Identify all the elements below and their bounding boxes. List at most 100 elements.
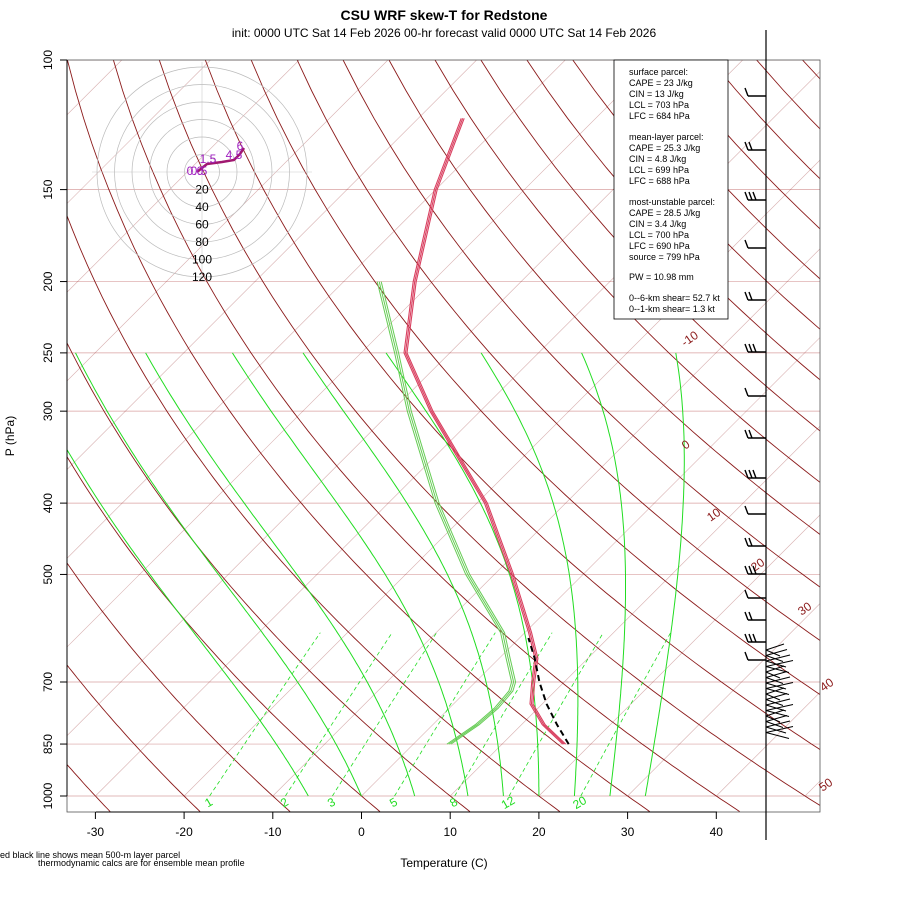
wind-barb-flag [753,634,756,642]
y-tick-label: 500 [41,564,55,584]
y-tick-label: 300 [41,401,55,421]
wind-barb-flag [745,192,748,200]
stats-line: LFC = 690 hPa [629,241,690,251]
x-tick-label: 30 [621,825,635,839]
hodo-label: 0.0 [187,164,204,178]
isotherm [0,60,654,796]
y-tick-label: 850 [41,734,55,754]
isotherm [894,60,900,796]
isotherm-label: -10 [679,328,702,350]
y-tick-label: 700 [41,672,55,692]
wind-barb-flag [753,470,756,478]
stats-line: CIN = 13 J/kg [629,89,684,99]
dry-adiabat [194,26,900,811]
stats-line: CIN = 4.8 J/kg [629,154,686,164]
x-tick-label: 40 [710,825,724,839]
hodo-ring-label: 20 [195,183,209,197]
x-tick-label: 10 [444,825,458,839]
wind-barb-flag [745,292,748,300]
wind-barb-flag [749,634,752,642]
wind-barb-flag [749,470,752,478]
stats-pw: PW = 10.98 mm [629,272,694,282]
isotherm [716,60,900,796]
wind-barb-flag [745,634,748,642]
mixing-ratio-line [395,633,496,796]
wind-barb-flag [749,430,752,438]
stats-line: LCL = 699 hPa [629,165,689,175]
stats-line: CAPE = 23 J/kg [629,78,693,88]
mixing-ratio-label: 2 [278,795,291,811]
wind-barb-flag [753,192,756,200]
stats-line: 0--1-km shear= 1.3 kt [629,304,715,314]
x-tick-label: -10 [264,825,282,839]
mixing-ratio-line [285,633,392,796]
wind-barb [766,733,789,739]
stats-box: surface parcel: CAPE = 23 J/kg CIN = 13 … [614,60,728,319]
dry-adiabat [0,26,380,811]
wind-barb-flag [749,142,752,150]
wind-barb [766,661,793,667]
stats-line: LCL = 700 hPa [629,230,689,240]
wind-barb-flag [749,538,752,546]
hodo-label: 4.5 [226,148,243,162]
x-tick-label: -30 [87,825,105,839]
isotherm-label: 10 [704,505,723,524]
stats-line: source = 799 hPa [629,252,700,262]
wind-barb [766,683,793,689]
y-tick-label: 100 [41,50,55,70]
hodo-ring-label: 100 [192,253,212,267]
stats-mu-heading: most-unstable parcel: [629,197,715,207]
wind-barb-flag [745,88,748,96]
wind-barb-flag [745,240,748,248]
isotherm [0,60,122,796]
skewt-grid [0,26,900,811]
dry-adiabat [238,26,900,811]
stats-line: 0--6-km shear= 52.7 kt [629,293,720,303]
mixing-ratio-label: 5 [387,795,400,811]
stats-line: LCL = 703 hPa [629,100,689,110]
dry-adiabat [818,26,900,811]
wind-barb-flag [749,192,752,200]
wind-barb-flag [745,612,748,620]
dry-adiabat [15,26,560,811]
sounding-profiles [377,118,569,744]
isotherm-label: 50 [816,775,835,794]
wind-barb-flag [745,344,748,352]
dry-adiabat [0,26,200,811]
hodo-ring-label: 60 [195,218,209,232]
y-tick-label: 200 [41,271,55,291]
mixing-ratio-label: 3 [325,795,338,811]
hodo-ring-label: 40 [195,200,209,214]
wind-barb-flag [745,590,748,598]
y-tick-label: 150 [41,179,55,199]
footnote-thermo: thermodynamic calcs are for ensemble mea… [38,858,245,868]
hodo-ring-label: 120 [192,270,212,284]
isotherm [273,60,900,796]
wind-barb-flag [745,652,748,660]
hodo-ring-label: 80 [195,235,209,249]
mixing-ratio-line [210,633,321,796]
x-axis-label: Temperature (C) [400,856,487,870]
wind-barb-flag [745,506,748,514]
wind-barb [766,644,784,650]
wind-barb-flag [745,388,748,396]
y-axis-label: P (hPa) [3,416,17,456]
dewpoint-line [381,282,515,744]
wind-barb [766,705,793,711]
stats-mean-heading: mean-layer parcel: [629,132,704,142]
x-tick-label: -20 [175,825,193,839]
stats-surface-heading: surface parcel: [629,67,688,77]
wind-barb-flag [745,430,748,438]
dewpoint-line [379,282,513,744]
dry-adiabat [729,26,900,811]
isotherm [184,60,900,796]
hodo-label: 1.5 [200,152,217,166]
mixing-ratio-label: 1 [202,795,215,811]
dry-adiabat [773,26,900,811]
isotherm-label: 0 [679,437,693,452]
stats-line: CAPE = 25.3 J/kg [629,143,700,153]
isotherm-label: 30 [795,599,814,618]
